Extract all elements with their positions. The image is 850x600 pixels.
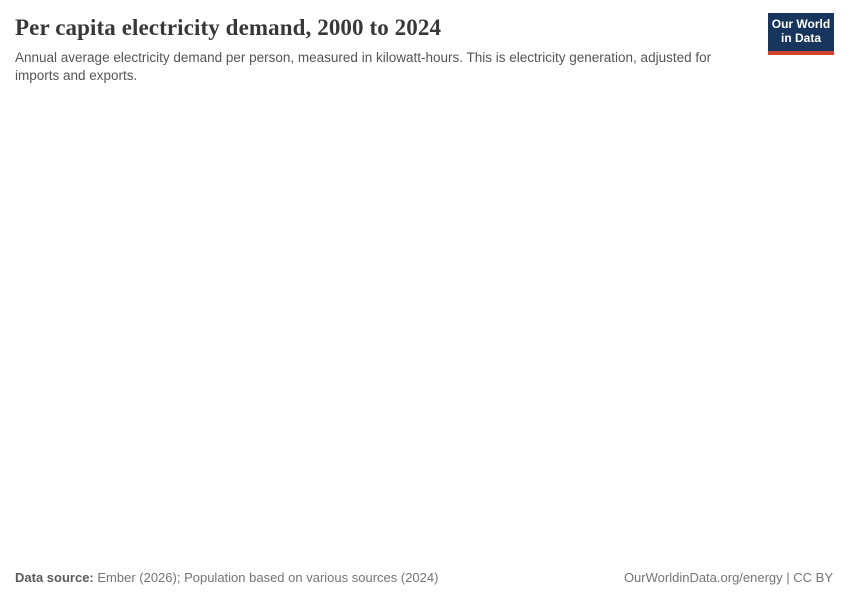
chart-title: Per capita electricity demand, 2000 to 2… xyxy=(15,15,442,40)
chart-subtitle: Annual average electricity demand per pe… xyxy=(15,49,712,84)
owid-logo-line2: in Data xyxy=(780,31,821,45)
chart-header: Per capita electricity demand, 2000 to 2… xyxy=(0,0,850,86)
footer-data-source: Data source: Ember (2026); Population ba… xyxy=(15,570,438,586)
chart-footer: Data source: Ember (2026); Population ba… xyxy=(15,570,833,586)
owid-logo-line1: Our World xyxy=(771,17,831,32)
data-source-label: Data source: xyxy=(15,570,94,586)
chart-plot-area-empty xyxy=(0,85,850,600)
owid-logo[interactable]: Our World in Data xyxy=(768,13,834,55)
data-source-value: Ember (2026); Population based on variou… xyxy=(93,570,439,586)
footer-attribution: OurWorldinData.org/energy | CC BY xyxy=(623,570,833,586)
